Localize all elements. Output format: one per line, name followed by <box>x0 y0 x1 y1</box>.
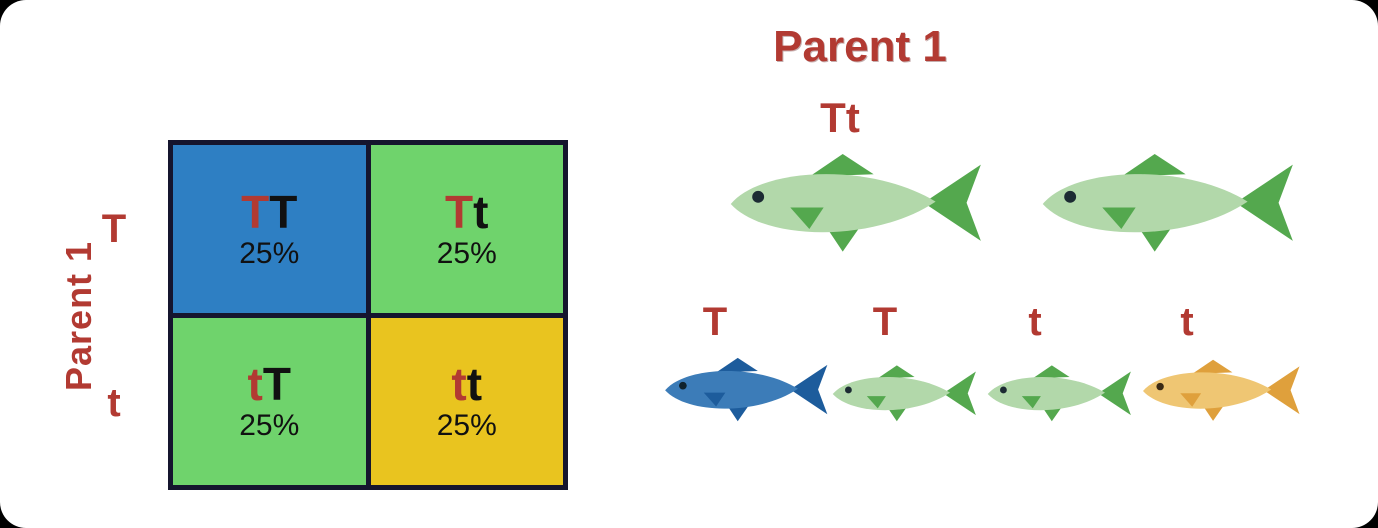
parent-fish-2-icon <box>1042 153 1293 252</box>
punnett-cell-Tt: Tt 25% <box>370 145 563 313</box>
cell-percentage: 25% <box>239 409 300 443</box>
offspring-fish-orange-icon <box>1142 359 1300 421</box>
punnett-cell-tT: tT 25% <box>173 317 366 485</box>
row-label-T: T <box>101 206 127 251</box>
allele-2: t <box>473 185 489 238</box>
allele-1: T <box>241 185 270 238</box>
punnett-square: TT 25% Tt 25% tT 25% tt 25% <box>168 140 568 490</box>
allele-2: t <box>466 358 483 411</box>
offspring-fish-blue-icon <box>665 357 828 422</box>
cell-percentage: 25% <box>436 409 497 443</box>
offspring-fish-green-1-icon <box>832 365 976 422</box>
genotype-tt: tt <box>451 361 482 407</box>
allele-2: T <box>269 185 298 238</box>
parent1-title: Parent 1 <box>773 22 947 71</box>
allele-1: t <box>451 358 467 411</box>
allele-2: T <box>262 358 291 411</box>
allele-1: t <box>247 358 263 411</box>
genotype-TT: TT <box>241 189 297 235</box>
parent-fish-1-icon <box>730 153 981 252</box>
parent1-genotype-label: Tt <box>820 94 860 141</box>
punnett-cell-tt: tt 25% <box>370 317 563 485</box>
offspring-allele-label-4: t <box>1180 300 1194 344</box>
genotype-tT: tT <box>248 361 291 407</box>
allele-1: T <box>445 185 474 238</box>
row-label-t: t <box>107 380 121 425</box>
punnett-cell-TT: TT 25% <box>173 145 366 313</box>
offspring-allele-label-2: T <box>872 300 898 344</box>
offspring-allele-label-3: t <box>1028 300 1042 344</box>
offspring-allele-label-1: T <box>702 300 728 344</box>
offspring-fish-green-2-icon <box>987 365 1131 422</box>
cell-percentage: 25% <box>239 236 300 270</box>
cell-percentage: 25% <box>436 236 497 270</box>
genotype-Tt: Tt <box>445 189 488 235</box>
